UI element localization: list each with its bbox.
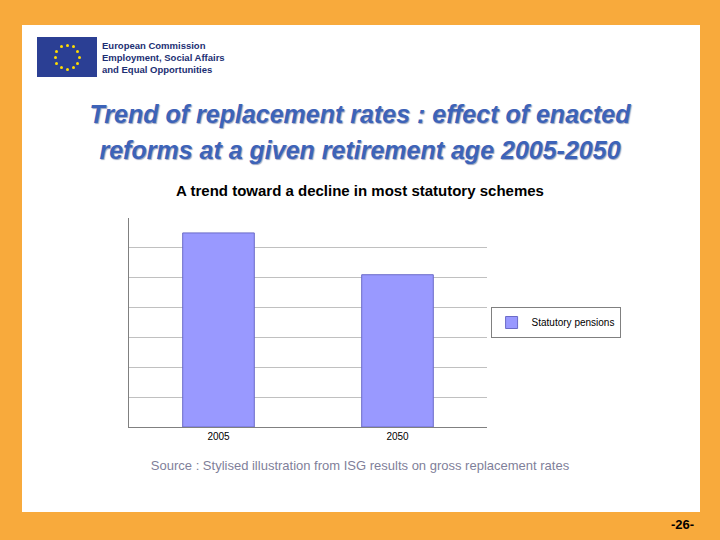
svg-text:2050: 2050 [386,431,409,442]
html-text:European Commission: European Commission [102,40,206,51]
svg-text:2005: 2005 [207,431,230,442]
html-text:Trend of replacement rates : e: Trend of replacement rates : effect of e… [89,100,631,164]
html-text:-26-: -26- [670,517,694,532]
html-text:and Equal Opportunities: and Equal Opportunities [102,64,213,75]
html-text:Source : Stylised illustration: Source : Stylised illustration from ISG … [150,458,570,473]
html-text:A trend toward a decline in mo: A trend toward a decline in most statuto… [176,182,544,199]
svg-text:Statutory pensions: Statutory pensions [532,317,615,328]
html-text:Employment, Social Affairs: Employment, Social Affairs [102,52,225,63]
